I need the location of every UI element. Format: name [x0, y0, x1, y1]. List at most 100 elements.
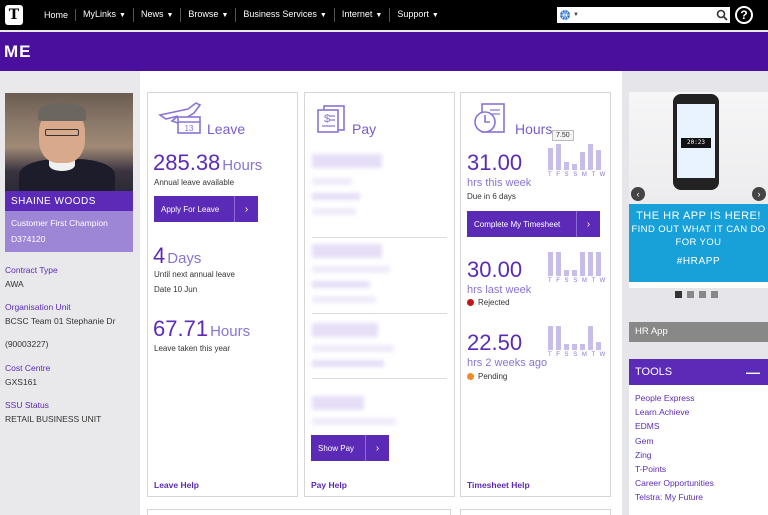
promo-image: 20:23	[629, 92, 768, 204]
last-week-status: Rejected	[467, 298, 510, 307]
page-title: ME	[4, 42, 32, 61]
tool-link[interactable]: People Express	[635, 393, 695, 403]
tools-header[interactable]: TOOLS —	[629, 359, 768, 385]
chevron-down-icon: ▼	[319, 12, 327, 19]
svg-text:13: 13	[185, 124, 194, 133]
two-weeks-hours: 22.50	[467, 330, 523, 355]
leave-taken-label: Leave taken this year	[154, 344, 231, 353]
telstra-logo[interactable]: T	[5, 5, 23, 25]
two-weeks-status: Pending	[467, 372, 507, 381]
last-week-bar-chart	[546, 248, 604, 282]
search-input[interactable]	[584, 8, 714, 22]
ssu-status-value: RETAIL BUSINESS UNIT	[5, 414, 102, 424]
leave-help-link[interactable]: Leave Help	[154, 480, 199, 490]
ssu-status-label: SSU Status	[5, 400, 49, 410]
hours-card	[460, 92, 611, 497]
tool-link[interactable]: Gem	[635, 435, 654, 446]
rejected-status-dot	[467, 299, 474, 307]
carousel-dot[interactable]	[687, 291, 694, 298]
chevron-down-icon: ▼	[119, 12, 126, 19]
nav-business-services[interactable]: Business Services ▼	[236, 8, 335, 22]
collapse-icon[interactable]: —	[746, 364, 760, 380]
pay-help-link[interactable]: Pay Help	[311, 480, 347, 490]
scope-dropdown-icon[interactable]: ▼	[573, 12, 579, 18]
tool-link[interactable]: Zing	[635, 449, 652, 460]
complete-timesheet-button[interactable]: Complete My Timesheet ›	[467, 211, 600, 237]
contract-type-label: Contract Type	[5, 265, 58, 275]
pending-status-dot	[467, 373, 474, 381]
nav-news[interactable]: News ▼	[134, 8, 182, 22]
nav-home[interactable]: Home	[37, 9, 77, 21]
tool-link[interactable]: T-Points	[635, 464, 667, 475]
apply-for-leave-button[interactable]: Apply For Leave ›	[154, 196, 258, 222]
leave-taken-value: 67.71 Hours	[153, 316, 251, 341]
last-week-day-labels: T F S S M T W	[548, 278, 607, 284]
annual-leave-value: 285.38 Hours	[153, 150, 263, 175]
timesheet-help-link[interactable]: Timesheet Help	[467, 480, 530, 490]
help-icon[interactable]: ?	[735, 6, 753, 24]
pay-blurred-amount	[312, 154, 382, 168]
two-weeks-bar-chart	[546, 322, 604, 356]
avatar	[5, 93, 133, 191]
page-header: ME	[0, 32, 768, 71]
nav-browse[interactable]: Browse ▼	[181, 8, 237, 22]
search-icon[interactable]	[714, 7, 730, 23]
tool-link[interactable]: Career Opportunities	[635, 478, 714, 489]
tool-link[interactable]: Learn.Achieve	[635, 407, 690, 418]
airplane-calendar-icon: 13	[157, 101, 204, 137]
phone-image: 20:23	[673, 94, 719, 190]
chevron-down-icon: ▼	[431, 12, 439, 19]
next-leave-date: Date 10 Jun	[154, 285, 198, 294]
leave-title: Leave	[207, 121, 246, 137]
contract-type-value: AWA	[5, 279, 24, 289]
carousel-dot[interactable]	[675, 291, 682, 298]
hr-app-promo-banner[interactable]: 20:23 THE HR APP IS HERE! FIND OUT WHAT …	[629, 92, 768, 288]
profile-role: Customer First Champion	[11, 218, 108, 228]
next-leave-label: Until next annual leave	[154, 270, 235, 279]
chevron-right-icon: ›	[234, 196, 258, 222]
tool-link[interactable]: EDMS	[635, 421, 660, 432]
two-weeks-label: hrs 2 weeks ago	[467, 357, 548, 369]
bar-tooltip: 7.50	[552, 130, 574, 141]
carousel-next-icon[interactable]: ›	[752, 187, 766, 201]
tool-link[interactable]: Telstra: My Future	[635, 492, 704, 503]
this-week-bar-chart	[546, 142, 604, 180]
pay-title: Pay	[352, 121, 377, 137]
cost-centre-label: Cost Centre	[5, 363, 51, 373]
pay-slip-icon: $	[316, 104, 348, 136]
carousel-dot[interactable]	[699, 291, 706, 298]
promo-text: THE HR APP IS HERE! FIND OUT WHAT IT CAN…	[629, 204, 768, 282]
this-week-day-labels: T F S S M T W	[548, 172, 607, 178]
profile-card: SHAINE WOODS Customer First Champion D37…	[5, 93, 133, 252]
this-week-due: Due in 6 days	[467, 192, 516, 201]
nav-support[interactable]: Support ▼	[397, 9, 439, 19]
org-unit-label: Organisation Unit	[5, 302, 71, 312]
search-bar: ▼	[557, 7, 730, 23]
profile-name: SHAINE WOODS	[5, 191, 133, 211]
nav-mylinks[interactable]: MyLinks ▼	[76, 8, 134, 22]
annual-leave-label: Annual leave available	[154, 178, 235, 187]
chevron-down-icon: ▼	[375, 12, 383, 19]
this-week-label: hrs this week	[467, 177, 532, 189]
org-unit-value: BCSC Team 01 Stephanie Dr	[5, 316, 116, 326]
org-unit-code: (90003227)	[5, 339, 49, 349]
hr-app-link[interactable]: HR App	[629, 322, 768, 342]
carousel-pager	[675, 291, 718, 298]
chevron-right-icon: ›	[576, 211, 600, 237]
profile-role-box: Customer First Champion D374120	[5, 211, 133, 252]
chevron-right-icon: ›	[365, 435, 389, 461]
next-leave-value: 4 Days	[153, 243, 202, 268]
nav-internet[interactable]: Internet ▼	[335, 8, 391, 22]
carousel-prev-icon[interactable]: ‹	[631, 187, 645, 201]
two-weeks-day-labels: T F S S M T W	[548, 352, 607, 358]
clock-document-icon	[472, 102, 512, 138]
last-week-hours: 30.00	[467, 257, 523, 282]
leave-card	[147, 92, 298, 497]
this-week-hours: 31.00	[467, 150, 523, 175]
last-week-label: hrs last week	[467, 284, 532, 296]
cost-centre-value: GXS161	[5, 377, 38, 387]
show-pay-button[interactable]: Show Pay ›	[311, 435, 389, 461]
globe-icon[interactable]	[557, 7, 573, 23]
carousel-dot[interactable]	[711, 291, 718, 298]
hours-title: Hours	[515, 121, 553, 137]
